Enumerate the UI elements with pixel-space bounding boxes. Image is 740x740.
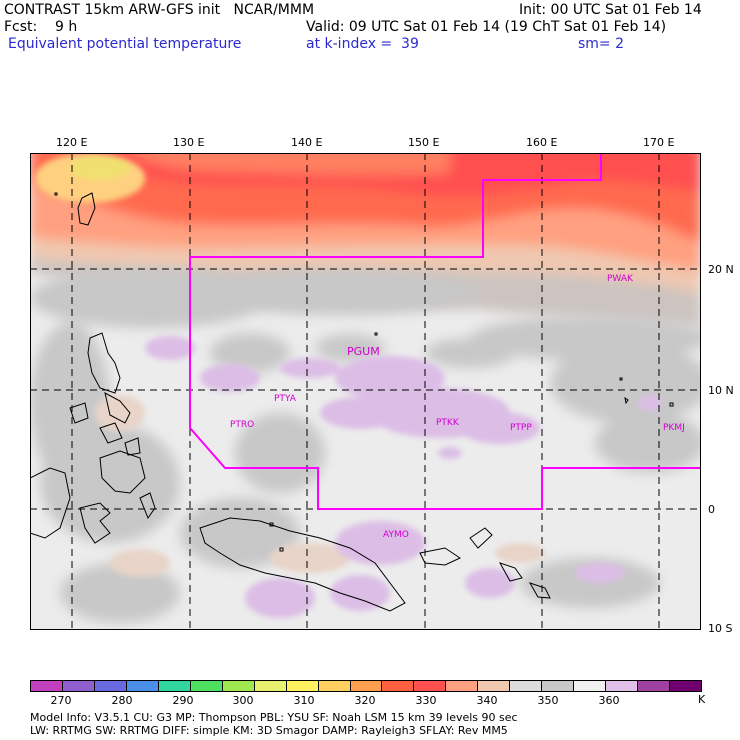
station-ptpp: PTPP	[510, 423, 532, 433]
lon-label-150e: 150 E	[408, 136, 440, 149]
model-title: CONTRAST 15km ARW-GFS init NCAR/MMM	[4, 2, 315, 18]
station-ptya: PTYA	[274, 394, 296, 404]
colorbar-swatch	[125, 681, 158, 691]
colorbar-label-340: 340	[476, 694, 498, 707]
forecast-hour: Fcst: 9 h	[4, 19, 78, 35]
colorbar-label-330: 330	[415, 694, 437, 707]
lon-label-130e: 130 E	[173, 136, 205, 149]
colorbar-swatch	[573, 681, 606, 691]
level-index: at k-index = 39	[306, 36, 419, 52]
colorbar-swatch	[61, 681, 94, 691]
colorbar-swatch	[445, 681, 478, 691]
colorbar-label-310: 310	[293, 694, 315, 707]
graticule	[30, 153, 701, 630]
lat-label-10n: 10 N	[708, 384, 734, 397]
valid-time: Valid: 09 UTC Sat 01 Feb 14 (19 ChT Sat …	[306, 19, 667, 35]
station-pkmj: PKMJ	[663, 423, 685, 433]
station-pwak: PWAK	[607, 274, 633, 284]
colorbar-swatch	[541, 681, 574, 691]
colorbar-swatch	[221, 681, 254, 691]
station-pgum: PGUM	[347, 345, 380, 358]
colorbar-swatch	[317, 681, 350, 691]
colorbar-swatch	[253, 681, 286, 691]
lat-label-10s: 10 S	[708, 622, 733, 635]
fir-boundary	[189, 153, 701, 510]
colorbar-swatch	[31, 681, 62, 691]
smoothing-value: sm= 2	[578, 36, 625, 52]
coastlines	[30, 192, 674, 612]
lat-label-20n: 20 N	[708, 263, 734, 276]
colorbar-swatch	[189, 681, 222, 691]
colorbar-swatch	[605, 681, 638, 691]
lon-label-140e: 140 E	[291, 136, 323, 149]
theta-e-map	[30, 153, 701, 630]
colorbar-label-360: 360	[598, 694, 620, 707]
colorbar-swatch	[669, 681, 702, 691]
colorbar-swatch	[381, 681, 414, 691]
colorbar-label-290: 290	[172, 694, 194, 707]
grey-bands	[30, 268, 701, 623]
colorbar-swatch	[637, 681, 670, 691]
station-aymo: AYMO	[383, 530, 409, 540]
colorbar-label-350: 350	[537, 694, 559, 707]
colorbar-swatch	[413, 681, 446, 691]
model-info-line2: LW: RRTMG SW: RRTMG DIFF: simple KM: 3D …	[30, 724, 508, 737]
colorbar-swatch	[285, 681, 318, 691]
colorbar-swatch	[93, 681, 126, 691]
lavender-patches	[145, 336, 662, 618]
lon-label-120e: 120 E	[56, 136, 88, 149]
colorbar	[30, 680, 702, 692]
colorbar-swatch	[477, 681, 510, 691]
lon-label-160e: 160 E	[526, 136, 558, 149]
colorbar-label-320: 320	[354, 694, 376, 707]
lat-label-equator: 0	[708, 503, 715, 516]
colorbar-label-270: 270	[50, 694, 72, 707]
field-name: Equivalent potential temperature	[8, 36, 242, 52]
station-ptkk: PTKK	[436, 418, 459, 428]
colorbar-unit: K	[698, 693, 706, 706]
colorbar-swatch	[509, 681, 542, 691]
station-ptro: PTRO	[230, 420, 255, 430]
colorbar-label-300: 300	[232, 694, 254, 707]
model-info-line1: Model Info: V3.5.1 CU: G3 MP: Thompson P…	[30, 711, 518, 724]
colorbar-label-280: 280	[111, 694, 133, 707]
init-time: Init: 00 UTC Sat 01 Feb 14	[519, 2, 702, 18]
colorbar-swatch	[349, 681, 382, 691]
lon-label-170e: 170 E	[643, 136, 675, 149]
colorbar-swatch	[157, 681, 190, 691]
